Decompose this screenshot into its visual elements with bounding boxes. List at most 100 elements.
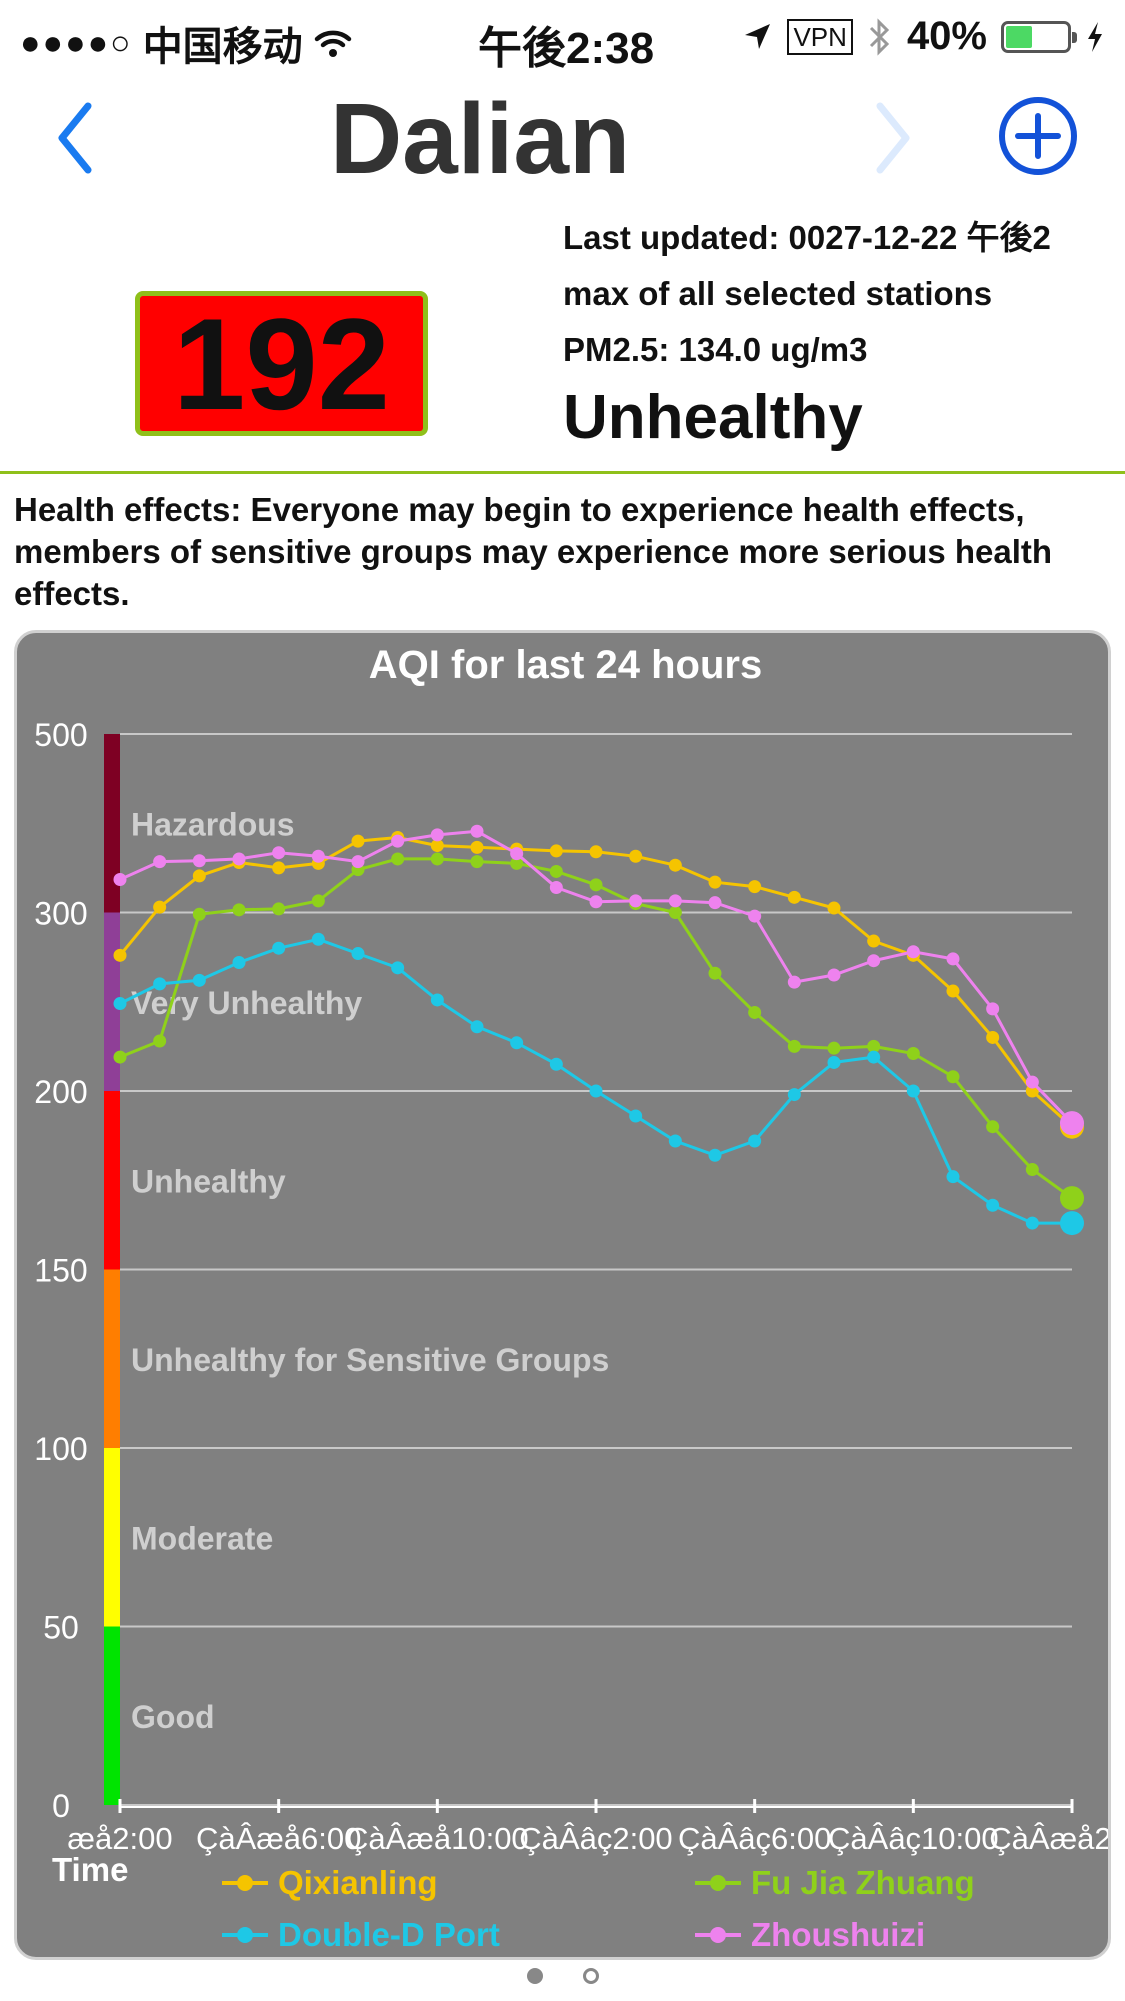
aqi-line-chart: Good Moderate Unhealthy for Sensitive Grou…: [34, 717, 1111, 1856]
data-point: [232, 955, 246, 969]
data-point: [827, 1041, 841, 1055]
data-point: [272, 902, 286, 916]
data-point: [192, 869, 206, 883]
data-point: [311, 894, 325, 908]
back-chevron-icon[interactable]: [50, 98, 100, 178]
data-point: [867, 934, 881, 948]
signal-strength-icon: ●●●●○: [20, 23, 133, 62]
data-point: [430, 852, 444, 866]
data-point: [272, 941, 286, 955]
vpn-badge: VPN: [787, 18, 853, 55]
data-point: [113, 948, 127, 962]
bluetooth-icon: [869, 17, 890, 56]
aqi-chart-panel[interactable]: AQI for last 24 hours Good Moderate Unheal…: [14, 630, 1111, 1960]
legend-marker-fu-jia-zhuang: [695, 1875, 741, 1891]
data-point: [1025, 1163, 1039, 1177]
data-point: [549, 864, 563, 878]
data-point: [589, 895, 603, 909]
band-label: Unhealthy: [131, 1163, 286, 1199]
data-point: [906, 1047, 920, 1061]
page-dot-current[interactable]: [526, 1968, 543, 1984]
data-point: [708, 1148, 722, 1162]
data-point: [827, 968, 841, 982]
data-point: [708, 966, 722, 980]
legend-label: Fu Jia Zhuang: [751, 1864, 975, 1901]
data-point: [946, 952, 960, 966]
data-point: [1060, 1186, 1084, 1211]
data-point: [113, 872, 127, 886]
aqi-band-unhealthy: [104, 1091, 120, 1270]
y-tick-label: 50: [43, 1610, 79, 1646]
data-point: [986, 1198, 1000, 1212]
data-point: [232, 903, 246, 917]
data-point: [113, 1050, 127, 1064]
legend-marker-double-d-port: [222, 1927, 268, 1943]
data-point: [668, 858, 682, 872]
data-point: [708, 875, 722, 889]
legend-item-fu-jia-zhuang: Fu Jia Zhuang: [695, 1864, 975, 1902]
navigation-bar: Dalian: [0, 76, 1125, 206]
data-point: [153, 900, 167, 914]
data-point: [1025, 1075, 1039, 1089]
legend-marker-qixianling: [222, 1875, 268, 1891]
data-point: [192, 854, 206, 868]
data-point: [311, 932, 325, 946]
data-point: [748, 1134, 762, 1148]
data-point: [470, 1020, 484, 1034]
data-point: [867, 1039, 881, 1053]
page-dot[interactable]: [582, 1968, 599, 1984]
location-arrow-icon: [745, 23, 771, 49]
band-label: Good: [131, 1699, 215, 1735]
y-tick-label: 0: [52, 1788, 70, 1824]
y-tick-label: 200: [34, 1074, 87, 1110]
band-label: Moderate: [131, 1520, 273, 1556]
data-point: [748, 1005, 762, 1019]
data-point: [391, 852, 405, 866]
legend-item-qixianling: Qixianling: [222, 1864, 438, 1902]
legend-marker-zhoushuizi: [695, 1927, 741, 1943]
data-point: [787, 1039, 801, 1053]
x-tick-label: ÇàÂæå2:00: [989, 1821, 1111, 1856]
data-point: [986, 1002, 1000, 1016]
battery-icon: [1001, 20, 1077, 53]
charging-bolt-icon: [1088, 21, 1102, 52]
data-point: [589, 845, 603, 859]
legend-label: Qixianling: [278, 1864, 438, 1901]
band-label: Very Unhealthy: [131, 985, 362, 1021]
status-time: 午後2:38: [478, 24, 655, 73]
data-point: [153, 1034, 167, 1048]
legend-label: Double-D Port: [278, 1916, 500, 1953]
x-tick-label: ÇàÂâç2:00: [519, 1821, 672, 1856]
scope-text: max of all selected stations: [563, 275, 993, 312]
data-point: [946, 1170, 960, 1184]
data-point: [748, 909, 762, 923]
wifi-icon: [314, 30, 351, 57]
add-city-plus-icon[interactable]: [998, 96, 1078, 176]
data-point: [351, 855, 365, 869]
y-tick-label: 100: [34, 1431, 87, 1467]
data-point: [430, 828, 444, 842]
status-bar: ●●●●○ 中国移动 午後2:38 VPN 40%: [0, 0, 1125, 76]
data-point: [510, 856, 524, 870]
data-point: [1060, 1111, 1084, 1136]
data-point: [232, 852, 246, 866]
data-point: [787, 1088, 801, 1102]
chart-title: AQI for last 24 hours: [368, 643, 763, 687]
x-tick-label: ÇàÂâç6:00: [678, 1821, 831, 1856]
data-point: [787, 890, 801, 904]
data-point: [1060, 1211, 1084, 1236]
legend-item-double-d-port: Double-D Port: [222, 1916, 500, 1954]
x-tick-label: æå2:00: [67, 1821, 172, 1856]
data-point: [827, 1055, 841, 1069]
data-point: [510, 1036, 524, 1050]
forward-chevron-icon[interactable]: [868, 98, 918, 178]
band-label: Hazardous: [131, 806, 295, 842]
data-point: [986, 1030, 1000, 1044]
data-point: [192, 907, 206, 921]
series-line-fu-jia-zhuang: [119, 857, 1073, 1200]
data-point: [549, 1057, 563, 1071]
carrier-name: 中国移动: [142, 25, 303, 69]
data-point: [629, 1109, 643, 1123]
data-point: [272, 861, 286, 875]
page-control[interactable]: [0, 1968, 1125, 1984]
